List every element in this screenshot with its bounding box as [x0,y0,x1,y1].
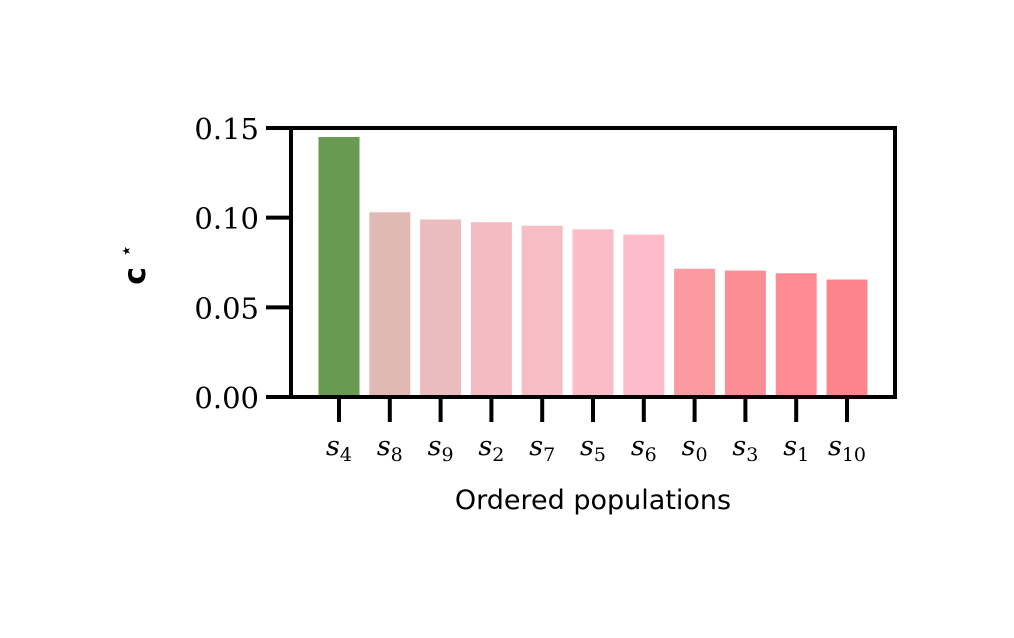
x-tick-label-s7: s7 [529,431,555,466]
bar-s9 [420,219,462,397]
x-tick-label-base: s [682,431,696,462]
x-tick-label-base: s [428,431,442,462]
y-axis-label: c ⋆ [116,245,153,285]
x-tick-label-subscript: 1 [797,444,809,466]
bar-s4 [318,136,360,397]
y-axis-ticks: 0.00 0.05 0.10 0.15 [194,112,291,415]
bars-group [318,136,868,397]
x-tick-label-s8: s8 [377,431,403,466]
bar-s5 [572,229,614,397]
plot-frame [289,126,897,399]
bar-s7 [521,225,563,397]
x-tick-label-subscript: 9 [441,444,453,466]
y-axis-label-base: c [118,267,153,285]
x-tick-label-subscript: 5 [594,444,606,466]
x-tick-label-s10: s10 [828,431,866,466]
x-tick-label-s1: s1 [783,431,809,466]
y-tick-label: 0.15 [194,112,259,146]
x-tick-label-base: s [631,431,645,462]
x-tick-label-s2: s2 [478,431,504,466]
x-tick-label-subscript: 7 [543,444,555,466]
x-tick-label-base: s [478,431,492,462]
x-tick-label-subscript: 0 [695,444,707,466]
x-axis-label: Ordered populations [455,485,731,516]
x-tick-label-base: s [732,431,746,462]
x-tick-label-base: s [828,431,842,462]
bar-s8 [369,212,411,397]
x-tick-label-s5: s5 [580,431,606,466]
x-tick-label-subscript: 10 [842,444,866,466]
y-tick-label: 0.10 [194,202,259,236]
x-tick-label-subscript: 4 [340,444,352,466]
x-tick-label-subscript: 8 [391,444,403,466]
x-tick-label-base: s [326,431,340,462]
x-tick-label-subscript: 6 [645,444,657,466]
x-tick-label-s9: s9 [428,431,454,466]
x-tick-label-s4: s4 [326,431,352,466]
bar-s6 [623,234,665,397]
x-tick-label-subscript: 2 [492,444,504,466]
x-tick-label-base: s [580,431,594,462]
y-tick-label: 0.00 [194,381,259,415]
x-tick-label-base: s [529,431,543,462]
bar-s2 [470,222,512,397]
x-tick-label-base: s [377,431,391,462]
x-tick-label-base: s [783,431,797,462]
bar-s3 [724,270,766,397]
x-tick-label-s0: s0 [682,431,708,466]
x-tick-label-s3: s3 [732,431,758,466]
y-tick-label: 0.05 [194,291,259,325]
x-axis-ticks: s4 s8 s9 s2 s7 s5 s6 s0 s3 s1 s10 [326,397,866,466]
bar-s1 [775,273,817,397]
y-axis-label-superscript: ⋆ [116,245,137,256]
x-tick-label-s6: s6 [631,431,657,466]
bar-s0 [674,268,716,397]
x-tick-label-subscript: 3 [746,444,758,466]
bar-s10 [826,279,868,397]
